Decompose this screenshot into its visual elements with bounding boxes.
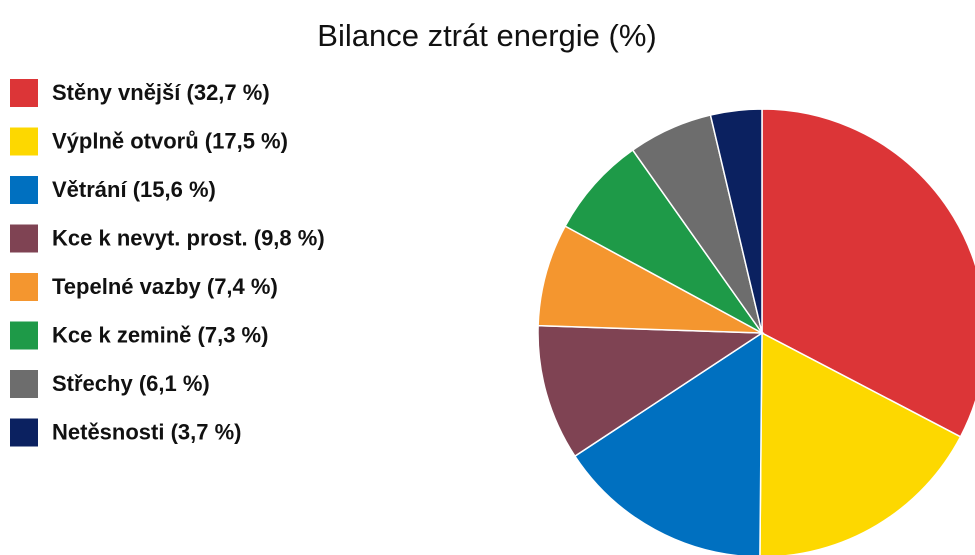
legend-label: Stěny vnější (32,7 %): [52, 80, 270, 105]
legend-label: Výplně otvorů (17,5 %): [52, 128, 288, 153]
legend-swatch: [10, 176, 38, 204]
legend-swatch: [10, 321, 38, 350]
pie-slice: [537, 324, 765, 458]
legend-swatch: [10, 224, 38, 253]
legend-label: Větrání (15,6 %): [52, 177, 216, 202]
legend-swatch: [10, 370, 38, 398]
legend-swatch: [10, 273, 38, 301]
legend-label: Kce k nevyt. prost. (9,8 %): [52, 225, 325, 250]
legend-label: Střechy (6,1 %): [52, 371, 210, 396]
legend-swatch: [10, 79, 38, 107]
legend-swatch: [10, 418, 38, 447]
pie-slice: [759, 331, 962, 555]
pie-slice: [709, 108, 763, 334]
pie-slice: [564, 149, 763, 334]
legend-label: Tepelné vazby (7,4 %): [52, 274, 278, 299]
legend-label: Kce k zemině (7,3 %): [52, 322, 268, 347]
chart-title: Bilance ztrát energie (%): [317, 18, 656, 53]
pie-slice: [761, 108, 975, 438]
pie-slice: [573, 331, 763, 555]
pie-slice: [537, 225, 763, 334]
legend-label: Netěsnosti (3,7 %): [52, 419, 242, 444]
legend-swatch: [10, 127, 38, 156]
